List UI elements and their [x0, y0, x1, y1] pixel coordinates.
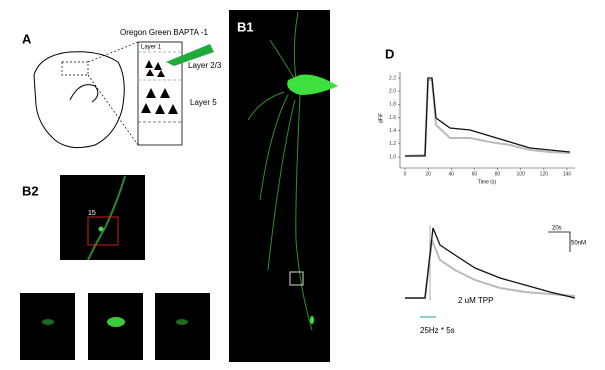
y-tick-label: 1.6 [389, 115, 396, 121]
trace-drug [405, 227, 576, 299]
zoom-line [87, 74, 139, 146]
panel-label: B2 [22, 183, 39, 198]
spine [107, 317, 125, 327]
spine [176, 319, 188, 325]
scale-label: 20s [552, 226, 562, 232]
layer-label: Layer 2/3 [188, 61, 222, 70]
dye-label: Oregon Green BAPTA -1 [120, 28, 208, 37]
x-axis-label: Time (s) [478, 179, 496, 185]
pipette-arrow [166, 44, 214, 66]
y-tick-label: 1.0 [389, 154, 396, 160]
roi-box [87, 216, 119, 246]
frame-image [20, 293, 75, 360]
layer-label: Layer 1 [141, 45, 162, 51]
x-tick-label: 100 [517, 171, 526, 177]
frame-image [155, 293, 210, 360]
x-tick-label: 80 [495, 171, 501, 177]
y-axis-label: dF/F [378, 113, 384, 123]
x-tick-label: 120 [540, 171, 549, 177]
zoom-box [61, 61, 89, 76]
y-tick-label: 2.0 [389, 88, 396, 94]
stim-label: 25Hz * 5s [420, 326, 455, 335]
scale-bar [548, 231, 571, 252]
y-tick-label: 1.8 [389, 102, 396, 108]
y-tick-label: 1.4 [389, 128, 396, 134]
y-tick-label: 2.2 [389, 75, 396, 81]
roi-box [289, 271, 304, 286]
neuron-image [229, 10, 330, 362]
scale-label: 50nM [571, 241, 586, 247]
cortex-column [137, 41, 183, 146]
hippocampus-outline [69, 84, 99, 103]
neuron-icons [141, 60, 178, 114]
neuron-dendrites [247, 11, 313, 331]
roi-label: 15 [88, 210, 96, 217]
spine [98, 226, 104, 232]
x-tick-label: 0 [404, 171, 407, 177]
brain-outline [33, 51, 125, 149]
trace-drug [405, 77, 571, 157]
soma [287, 74, 338, 95]
soma [310, 316, 314, 324]
y-tick-label: 1.2 [389, 141, 396, 147]
trace-control [404, 79, 571, 157]
panel-label: A [22, 31, 32, 46]
dendrite [87, 175, 126, 261]
zoom-line [87, 41, 139, 63]
spine [42, 319, 54, 325]
x-tick-label: 20 [425, 171, 431, 177]
layer-label: Layer 5 [190, 98, 217, 107]
panel-label: B1 [237, 19, 254, 34]
x-tick-label: 60 [472, 171, 478, 177]
drug-label: 2 uM TPP [458, 296, 493, 305]
x-tick-label: 140 [563, 171, 572, 177]
x-tick-label: 40 [449, 171, 455, 177]
panel-label: D [385, 46, 394, 61]
